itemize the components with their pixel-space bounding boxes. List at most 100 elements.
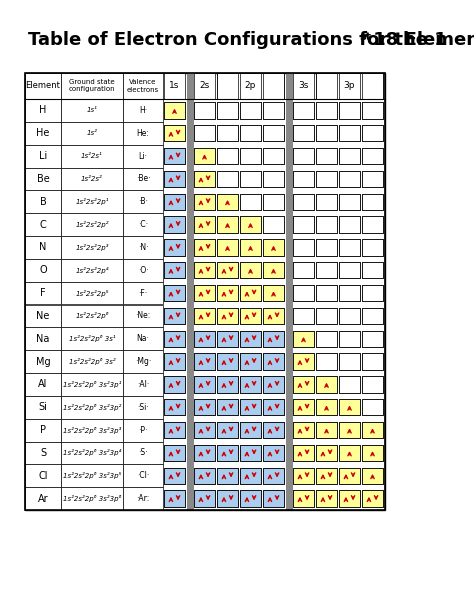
Bar (362, 330, 383, 347)
Bar (240, 422, 261, 438)
Bar (194, 148, 215, 164)
Bar (362, 170, 383, 187)
Bar (240, 353, 261, 370)
Bar (339, 490, 360, 507)
Bar (164, 194, 185, 210)
Bar (293, 422, 314, 438)
Bar (164, 490, 185, 507)
Bar (194, 148, 215, 164)
Bar (240, 399, 261, 416)
Bar (194, 216, 215, 233)
Text: N: N (39, 242, 46, 253)
Bar (217, 170, 238, 187)
Bar (362, 262, 383, 278)
Bar (362, 170, 383, 187)
Text: He:: He: (137, 129, 149, 138)
Text: Element: Element (26, 82, 61, 91)
Bar (61, 281, 123, 305)
Bar (263, 444, 284, 461)
Bar (164, 422, 185, 438)
Bar (263, 285, 284, 302)
Bar (263, 262, 284, 278)
Bar (362, 125, 383, 142)
Bar (293, 148, 314, 164)
Text: O: O (39, 265, 47, 275)
Bar (263, 399, 284, 416)
Text: Cl: Cl (38, 471, 48, 481)
Bar (164, 239, 185, 256)
Bar (293, 262, 314, 278)
Text: Li: Li (39, 151, 47, 161)
Bar (61, 145, 123, 167)
Bar (187, 73, 194, 510)
Bar (164, 102, 185, 119)
Text: 1s²2s²2p⁶ 3s²3p⁴: 1s²2s²2p⁶ 3s²3p⁴ (63, 449, 121, 457)
Text: Al: Al (38, 379, 48, 389)
Bar (123, 327, 163, 350)
Bar (286, 73, 293, 510)
Bar (194, 353, 215, 370)
Text: ·F·: ·F· (138, 289, 147, 297)
Bar (339, 285, 360, 302)
Bar (240, 102, 261, 119)
Bar (240, 73, 261, 99)
Bar (240, 125, 261, 142)
Bar (293, 148, 314, 164)
Bar (164, 308, 185, 324)
Bar (164, 125, 185, 142)
Bar (194, 376, 215, 393)
Bar (240, 490, 261, 507)
Bar (217, 194, 238, 210)
Bar (217, 444, 238, 461)
Bar (123, 419, 163, 441)
Bar (316, 308, 337, 324)
Bar (240, 216, 261, 233)
Text: 1s¹: 1s¹ (87, 107, 98, 113)
Bar (362, 102, 383, 119)
Bar (25, 350, 61, 373)
Text: 1s²2s²2p²: 1s²2s²2p² (75, 221, 109, 228)
Text: ·O·: ·O· (137, 266, 148, 275)
Bar (339, 308, 360, 324)
Bar (339, 468, 360, 484)
Bar (25, 73, 385, 510)
Bar (362, 468, 383, 484)
Bar (339, 216, 360, 233)
Bar (293, 490, 314, 507)
Bar (316, 102, 337, 119)
Bar (240, 170, 261, 187)
Bar (194, 444, 215, 461)
Bar (263, 148, 284, 164)
Bar (25, 236, 61, 259)
Text: st: st (359, 32, 371, 42)
Text: 1s²2s²2p⁶ 3s²3p⁵: 1s²2s²2p⁶ 3s²3p⁵ (63, 472, 121, 479)
Bar (362, 399, 383, 416)
Bar (293, 308, 314, 324)
Bar (263, 216, 284, 233)
Bar (217, 125, 238, 142)
Text: H·: H· (139, 106, 147, 115)
Bar (194, 239, 215, 256)
Bar (217, 422, 238, 438)
Bar (263, 353, 284, 370)
Bar (362, 216, 383, 233)
Text: 1s²2s²2p⁶ 3s²: 1s²2s²2p⁶ 3s² (69, 358, 115, 365)
Bar (164, 399, 185, 416)
Bar (194, 376, 215, 393)
Bar (61, 122, 123, 145)
Bar (240, 216, 261, 233)
Bar (293, 330, 314, 347)
Bar (316, 170, 337, 187)
Bar (61, 350, 123, 373)
Bar (293, 194, 314, 210)
Bar (25, 122, 61, 145)
Bar (362, 239, 383, 256)
Bar (240, 444, 261, 461)
Bar (217, 468, 238, 484)
Bar (263, 262, 284, 278)
Bar (362, 308, 383, 324)
Bar (123, 167, 163, 190)
Bar (194, 444, 215, 461)
Bar (164, 285, 185, 302)
Bar (362, 216, 383, 233)
